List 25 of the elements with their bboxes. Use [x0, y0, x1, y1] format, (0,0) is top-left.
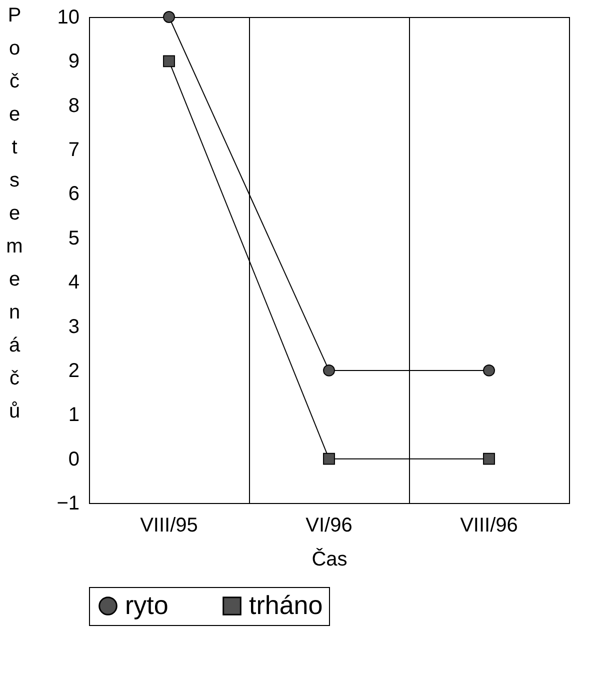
x-axis-title: Čas: [312, 548, 348, 570]
x-tick-label: VIII/96: [460, 514, 518, 536]
point: [323, 364, 335, 376]
point: [483, 452, 495, 465]
y-tick-label: 4: [68, 272, 80, 294]
y-tick-label: 8: [68, 94, 80, 117]
text: Počet semenáčů: [6, 4, 23, 422]
y-tick-label: 5: [68, 227, 80, 250]
legend-label: trháno: [249, 590, 323, 620]
y-tick-label: 6: [68, 183, 80, 206]
y-tick-label: 2: [68, 360, 80, 382]
y-tick-label: 0: [68, 448, 80, 470]
point: [163, 55, 175, 68]
y-tick-label: 3: [68, 316, 80, 338]
y-tick-label: 9: [68, 50, 80, 73]
x-tick-label: VIII/95: [140, 514, 198, 536]
point: [483, 364, 495, 376]
y-tick-label: 7: [68, 139, 80, 162]
point: [163, 11, 175, 23]
x-tick-label: VI/96: [306, 514, 352, 536]
legend-label: ryto: [125, 590, 168, 620]
point: [323, 452, 335, 465]
y-tick-label: −1: [56, 492, 80, 514]
y-tick-label: 1: [68, 404, 80, 426]
y-tick-label: 10: [57, 6, 80, 28]
